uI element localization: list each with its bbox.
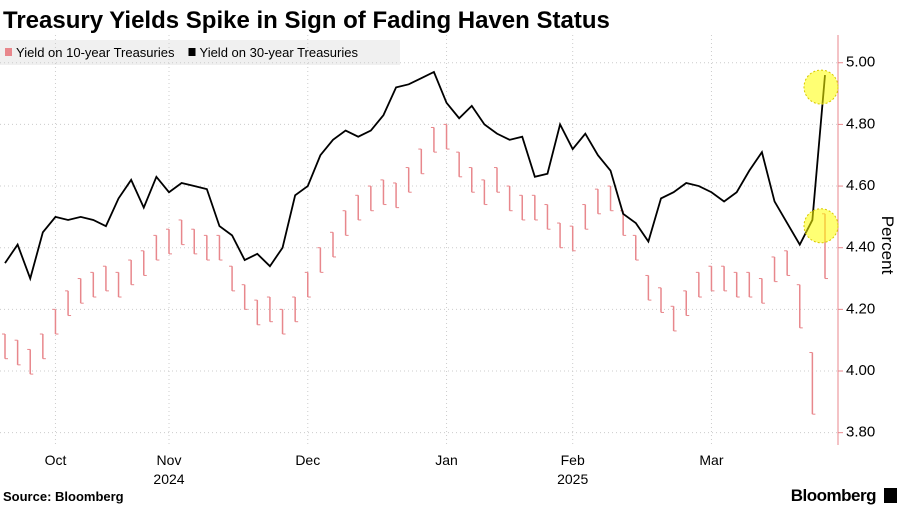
x-tick-label: Jan — [435, 452, 458, 468]
legend-background — [0, 40, 400, 65]
legend-label: Yield on 30-year Treasuries — [200, 45, 359, 60]
x-tick-label: Oct — [45, 452, 67, 468]
x-year-label: 2024 — [153, 471, 184, 487]
y-tick-label: 4.00 — [846, 362, 875, 379]
chart-title: Treasury Yields Spike in Sign of Fading … — [3, 7, 610, 34]
legend-swatch — [5, 48, 12, 56]
legend-label: Yield on 10-year Treasuries — [16, 45, 175, 60]
y-tick-label: 4.40 — [846, 239, 875, 256]
brand: Bloomberg — [791, 486, 876, 505]
x-year-label: 2025 — [557, 471, 588, 487]
y-tick-label: 5.00 — [846, 54, 875, 71]
y-tick-label: 3.80 — [846, 424, 875, 441]
x-tick-label: Feb — [561, 452, 585, 468]
x-tick-label: Mar — [699, 452, 723, 468]
y-axis-label: Percent — [878, 216, 897, 275]
legend-swatch — [188, 48, 196, 56]
y-tick-label: 4.80 — [846, 115, 875, 132]
highlight — [803, 208, 839, 244]
highlight — [803, 69, 839, 105]
y-tick-label: 4.60 — [846, 177, 875, 194]
source: Source: Bloomberg — [3, 489, 124, 504]
line — [4, 70, 826, 282]
x-tick-label: Nov — [157, 452, 182, 468]
y-tick-label: 4.20 — [846, 300, 875, 317]
x-tick-label: Dec — [295, 452, 320, 468]
brand-icon — [884, 488, 897, 503]
